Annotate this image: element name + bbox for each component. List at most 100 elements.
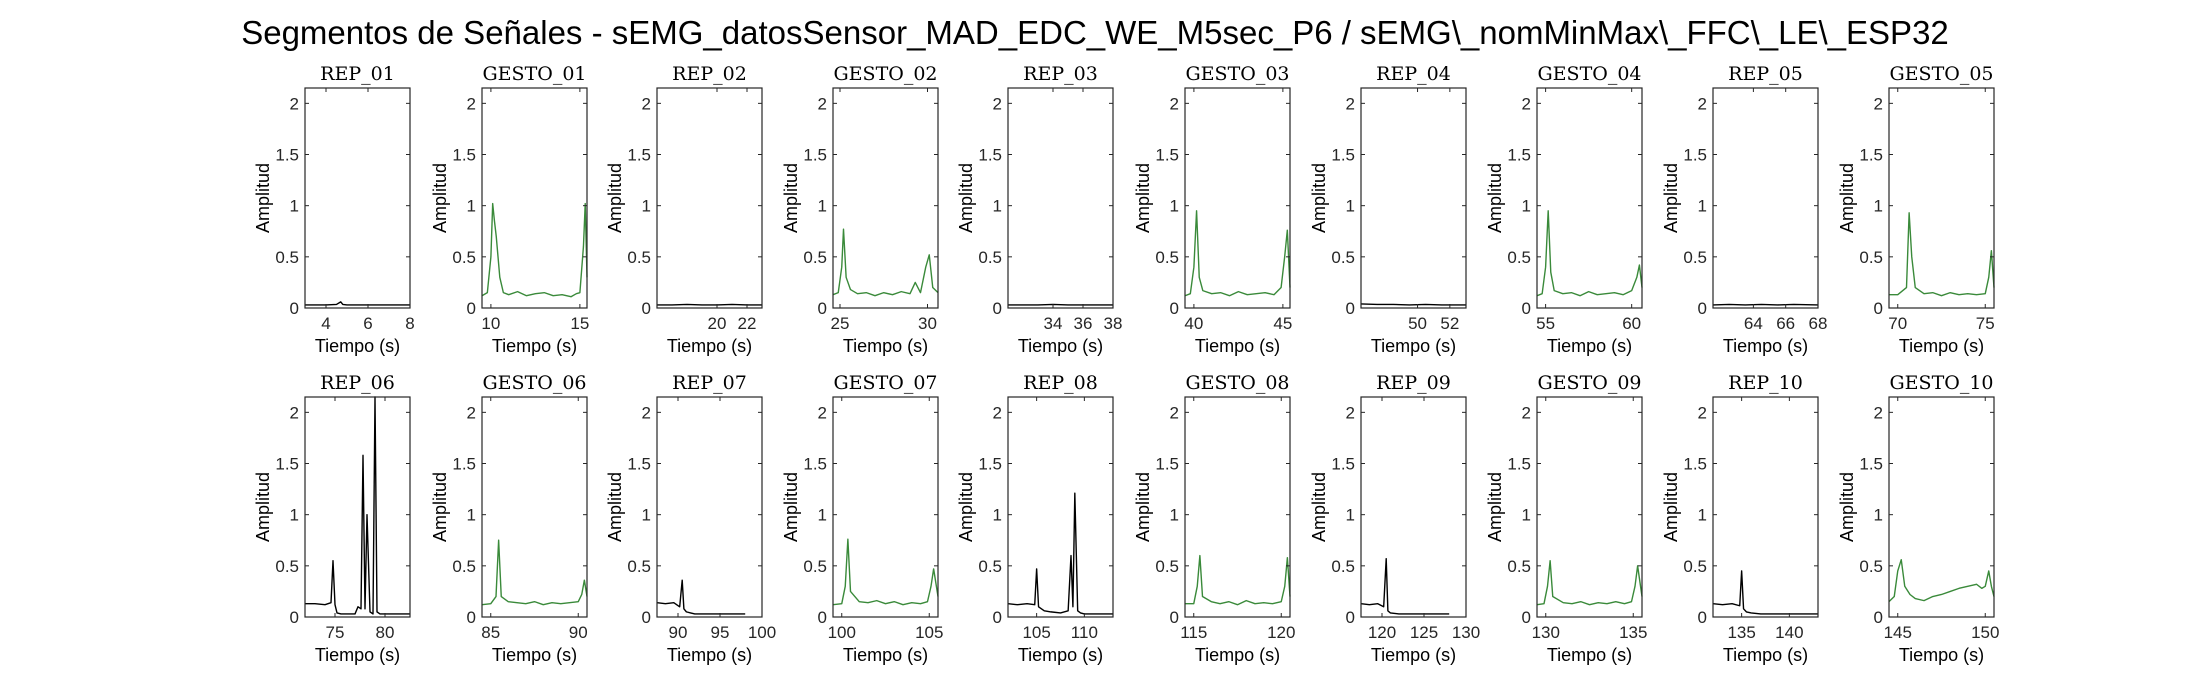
subplot-rep-08: 0 0.5 1 1.5 2 105 110 REP_08 Tiempo (s) Amplitud — [956, 372, 1114, 665]
y-tick-label: 1 — [1522, 197, 1531, 216]
x-tick-label: 38 — [1104, 314, 1123, 333]
x-tick-label: 150 — [1971, 623, 1999, 642]
y-tick-label: 1.5 — [627, 455, 651, 474]
subplot-title: REP_06 — [320, 372, 395, 394]
y-tick-label: 0 — [1698, 608, 1707, 627]
y-tick-label: 1.5 — [1507, 146, 1531, 165]
x-tick-label: 105 — [915, 623, 943, 642]
y-tick-label: 0 — [1874, 299, 1883, 318]
y-axis-label: Amplitud — [253, 472, 273, 542]
x-axis-label: Tiempo (s) — [843, 336, 928, 356]
axes-box — [1536, 87, 1643, 309]
axes-box — [1536, 396, 1643, 618]
axes-box — [1007, 87, 1114, 309]
subplot-gesto-07: 0 0.5 1 1.5 2 100 105 GESTO_07 Tiempo (s) Amplitu… — [781, 372, 943, 665]
y-tick-label: 1 — [1698, 506, 1707, 525]
y-tick-label: 0.5 — [803, 557, 827, 576]
subplot-title: GESTO_09 — [1538, 372, 1642, 394]
x-tick-label: 95 — [711, 623, 730, 642]
y-tick-label: 0 — [467, 608, 476, 627]
x-tick-label: 36 — [1074, 314, 1093, 333]
x-tick-label: 135 — [1727, 623, 1755, 642]
x-axis-label: Tiempo (s) — [315, 336, 400, 356]
y-tick-label: 2 — [1698, 94, 1707, 113]
y-tick-label: 1.5 — [978, 455, 1002, 474]
axes-box — [481, 87, 588, 309]
y-tick-label: 1.5 — [275, 455, 299, 474]
x-tick-label: 25 — [831, 314, 850, 333]
y-tick-label: 0 — [642, 608, 651, 627]
x-tick-label: 30 — [918, 314, 937, 333]
x-tick-label: 22 — [738, 314, 757, 333]
y-tick-label: 1.5 — [1331, 455, 1355, 474]
y-tick-label: 0.5 — [978, 557, 1002, 576]
y-axis-label: Amplitud — [1309, 163, 1329, 233]
y-tick-label: 1.5 — [1859, 146, 1883, 165]
y-tick-label: 0.5 — [1507, 248, 1531, 267]
series-line — [832, 538, 939, 606]
x-tick-label: 60 — [1622, 314, 1641, 333]
y-tick-label: 2 — [290, 94, 299, 113]
subplot-title: GESTO_03 — [1186, 63, 1290, 85]
y-tick-label: 0.5 — [452, 557, 476, 576]
y-tick-label: 0.5 — [627, 557, 651, 576]
x-tick-label: 75 — [326, 623, 345, 642]
y-tick-label: 1.5 — [275, 146, 299, 165]
y-tick-label: 1.5 — [803, 455, 827, 474]
x-axis-label: Tiempo (s) — [1547, 336, 1632, 356]
y-axis-label: Amplitud — [605, 472, 625, 542]
series-line — [1360, 303, 1466, 306]
subplot-title: GESTO_04 — [1538, 63, 1642, 85]
y-tick-label: 1.5 — [1683, 146, 1707, 165]
subplot-rep-10: 0 0.5 1 1.5 2 135 140 REP_10 Tiempo (s) Amplitud — [1661, 372, 1819, 665]
y-tick-label: 0.5 — [1155, 557, 1179, 576]
y-tick-label: 0 — [993, 299, 1002, 318]
y-tick-label: 0 — [1522, 299, 1531, 318]
y-axis-label: Amplitud — [1837, 163, 1857, 233]
x-tick-label: 105 — [1022, 623, 1050, 642]
y-tick-label: 2 — [993, 94, 1002, 113]
y-tick-label: 2 — [818, 94, 827, 113]
y-tick-label: 2 — [1170, 403, 1179, 422]
y-tick-label: 1.5 — [1155, 146, 1179, 165]
axes-box — [656, 87, 763, 309]
subplot-gesto-10: 0 0.5 1 1.5 2 145 150 GESTO_10 Tiempo (s) Amplitu… — [1837, 372, 1999, 665]
x-axis-label: Tiempo (s) — [1018, 336, 1103, 356]
y-tick-label: 1.5 — [978, 146, 1002, 165]
series-line — [1185, 554, 1291, 606]
y-tick-label: 1.5 — [452, 455, 476, 474]
subplot-title: REP_05 — [1728, 63, 1803, 85]
x-axis-label: Tiempo (s) — [492, 336, 577, 356]
y-tick-label: 1 — [290, 197, 299, 216]
y-tick-label: 2 — [818, 403, 827, 422]
series-line — [305, 301, 410, 306]
y-tick-label: 1.5 — [452, 146, 476, 165]
x-tick-label: 64 — [1744, 314, 1763, 333]
axes-box — [1360, 396, 1467, 618]
series-line — [656, 579, 746, 615]
subplot-rep-06: 0 0.5 1 1.5 2 75 80 REP_06 Tiempo (s) Amplitud — [253, 372, 411, 665]
x-axis-label: Tiempo (s) — [1371, 645, 1456, 665]
y-axis-label: Amplitud — [253, 163, 273, 233]
x-axis-label: Tiempo (s) — [1371, 336, 1456, 356]
x-tick-label: 15 — [570, 314, 589, 333]
series-line — [1888, 559, 1995, 603]
axes-box — [481, 396, 588, 618]
y-tick-label: 1 — [467, 197, 476, 216]
y-tick-label: 0.5 — [1859, 248, 1883, 267]
y-tick-label: 2 — [1874, 94, 1883, 113]
y-tick-label: 0.5 — [1331, 248, 1355, 267]
axes-box — [1360, 87, 1467, 309]
x-tick-label: 50 — [1408, 314, 1427, 333]
y-axis-label: Amplitud — [1485, 472, 1505, 542]
y-tick-label: 0.5 — [1155, 248, 1179, 267]
series-line — [305, 396, 410, 615]
subplot-title: REP_07 — [672, 372, 747, 394]
subplot-gesto-08: 0 0.5 1 1.5 2 115 120 GESTO_08 Tiempo (s) Amplitu… — [1133, 372, 1295, 665]
y-tick-label: 1.5 — [1859, 455, 1883, 474]
y-tick-label: 2 — [290, 403, 299, 422]
subplot-title: GESTO_01 — [483, 63, 587, 85]
y-axis-label: Amplitud — [605, 163, 625, 233]
